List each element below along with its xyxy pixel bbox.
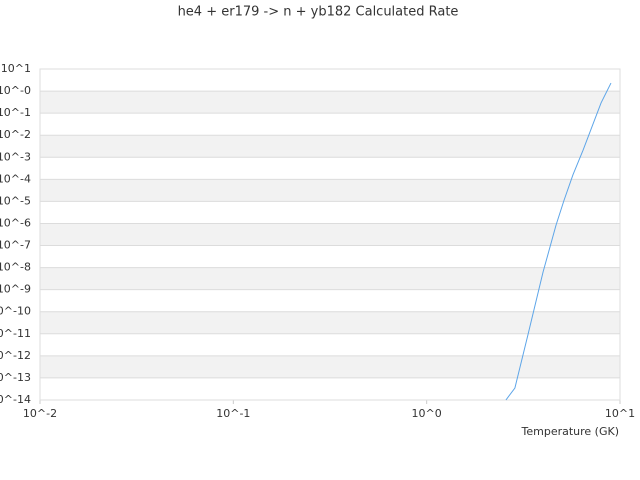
y-tick-label: 10^-1 <box>0 106 31 119</box>
grid-band <box>40 135 620 158</box>
grid-band <box>40 91 620 114</box>
chart-title: he4 + er179 -> n + yb182 Calculated Rate <box>178 5 459 20</box>
y-tick-label: 10^-0 <box>0 84 31 97</box>
x-tick-label: 10^0 <box>412 407 442 420</box>
y-tick-label: 10^1 <box>1 62 31 75</box>
grid-band <box>40 223 620 246</box>
x-tick-label: 10^-2 <box>23 407 57 420</box>
y-tick-label: 10^-5 <box>0 194 31 207</box>
y-tick-label: 10^-7 <box>0 239 31 252</box>
x-axis-label: Temperature (GK) <box>521 425 620 438</box>
x-tick-label: 10^-1 <box>216 407 250 420</box>
plot-frame <box>39 68 621 401</box>
y-tick-label: 10^-4 <box>0 172 31 185</box>
y-tick-label: 10^-13 <box>0 371 31 384</box>
y-tick-label: 10^-10 <box>0 305 31 318</box>
y-tick-label: 10^-6 <box>0 216 31 229</box>
grid-band <box>40 179 620 202</box>
y-tick-label: 10^-12 <box>0 349 31 362</box>
x-tick-label: 10^1 <box>605 407 635 420</box>
grid-band <box>40 267 620 290</box>
data-line <box>505 82 612 401</box>
grid-band <box>40 355 620 378</box>
y-tick-label: 10^-8 <box>0 261 31 274</box>
y-tick-label: 10^-9 <box>0 283 31 296</box>
grid-band <box>40 311 620 334</box>
y-tick-label: 10^-3 <box>0 150 31 163</box>
y-tick-label: 10^-11 <box>0 327 31 340</box>
y-tick-label: 10^-14 <box>0 393 31 406</box>
y-tick-label: 10^-2 <box>0 128 31 141</box>
